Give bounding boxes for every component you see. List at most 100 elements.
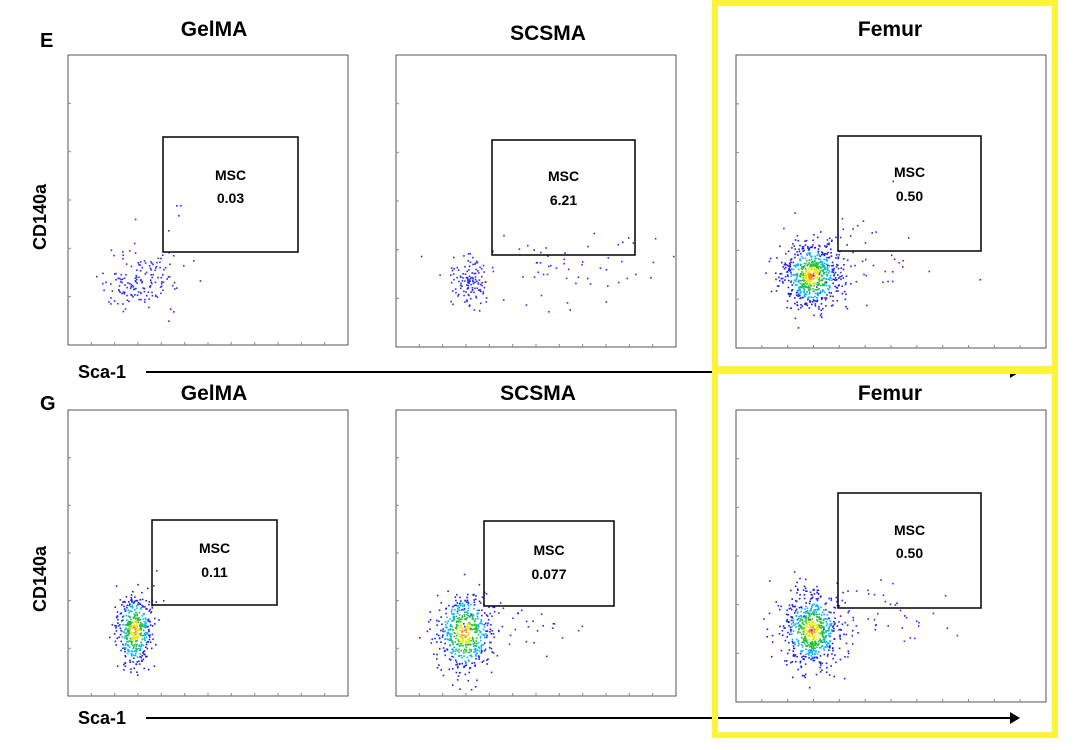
event-point xyxy=(808,615,811,617)
event-point xyxy=(478,646,480,648)
event-point xyxy=(471,276,474,279)
event-point xyxy=(809,609,811,612)
event-point xyxy=(155,265,158,268)
event-point xyxy=(811,261,813,263)
event-point xyxy=(795,264,798,267)
event-point xyxy=(821,662,823,665)
event-point xyxy=(480,645,482,647)
event-point xyxy=(805,653,807,656)
event-point xyxy=(790,608,793,611)
event-point xyxy=(826,294,828,296)
event-point xyxy=(815,270,818,272)
event-point xyxy=(467,622,470,624)
event-point xyxy=(140,298,142,301)
event-point xyxy=(111,290,114,292)
event-point xyxy=(819,290,822,292)
event-point xyxy=(825,608,827,611)
event-point xyxy=(791,619,794,622)
event-point xyxy=(129,610,131,613)
event-point xyxy=(129,620,131,623)
event-point xyxy=(474,262,477,264)
event-point xyxy=(823,641,826,644)
event-point xyxy=(462,640,464,643)
event-point xyxy=(816,620,819,622)
event-point xyxy=(131,605,134,608)
event-point xyxy=(103,289,105,292)
event-point xyxy=(449,627,452,630)
event-point xyxy=(807,289,810,291)
event-point xyxy=(801,283,804,285)
event-point xyxy=(791,625,793,628)
gate-value: 6.21 xyxy=(550,192,577,208)
event-point xyxy=(894,604,897,606)
event-point xyxy=(481,609,483,612)
event-point xyxy=(169,263,171,266)
event-point xyxy=(815,269,818,271)
event-point xyxy=(449,643,451,646)
event-point xyxy=(898,261,900,264)
event-point xyxy=(474,276,477,278)
event-point xyxy=(799,626,801,628)
event-point xyxy=(815,269,817,272)
event-point xyxy=(114,273,116,275)
event-point xyxy=(838,253,840,256)
event-point xyxy=(459,629,461,632)
gate-value: 0.50 xyxy=(896,188,923,204)
event-point xyxy=(806,280,809,283)
event-point xyxy=(463,652,465,654)
event-point xyxy=(575,282,577,285)
event-point xyxy=(144,298,146,301)
event-point xyxy=(148,603,150,606)
event-point xyxy=(808,602,811,605)
event-point xyxy=(127,620,130,623)
event-point xyxy=(798,624,801,626)
event-point xyxy=(823,283,825,285)
event-point xyxy=(845,293,847,296)
event-point xyxy=(800,666,803,669)
event-point xyxy=(176,287,178,289)
event-point xyxy=(803,641,805,643)
event-point xyxy=(783,264,786,266)
event-point xyxy=(468,623,470,626)
event-point xyxy=(135,287,137,290)
event-point xyxy=(814,246,816,249)
gate-value: 0.077 xyxy=(531,566,566,582)
event-point xyxy=(804,303,806,305)
event-point xyxy=(804,267,807,270)
event-point xyxy=(469,298,472,300)
event-point xyxy=(808,630,810,632)
event-point xyxy=(807,623,809,626)
event-point xyxy=(808,649,811,651)
event-point xyxy=(841,292,844,295)
event-point xyxy=(835,286,838,289)
event-point xyxy=(466,614,468,616)
event-point xyxy=(126,619,128,622)
event-point xyxy=(791,640,794,643)
event-point xyxy=(817,274,819,276)
event-point xyxy=(797,668,799,671)
event-point xyxy=(867,618,869,620)
event-point xyxy=(452,642,454,644)
event-point xyxy=(830,240,833,242)
event-point xyxy=(803,288,806,291)
event-point xyxy=(153,617,156,620)
event-point xyxy=(816,624,818,627)
event-point xyxy=(818,258,820,260)
event-point xyxy=(155,267,157,269)
event-point xyxy=(466,596,468,599)
event-point xyxy=(815,277,817,279)
event-point xyxy=(446,622,449,625)
event-point xyxy=(144,606,146,608)
event-point xyxy=(463,573,466,576)
event-point xyxy=(820,617,822,620)
event-point xyxy=(826,644,828,646)
event-point xyxy=(807,611,809,614)
event-point xyxy=(483,642,486,644)
event-point xyxy=(475,657,477,660)
event-point xyxy=(493,636,496,639)
event-point xyxy=(479,630,482,633)
event-point xyxy=(452,648,454,651)
event-point xyxy=(806,264,808,267)
event-point xyxy=(846,307,849,310)
